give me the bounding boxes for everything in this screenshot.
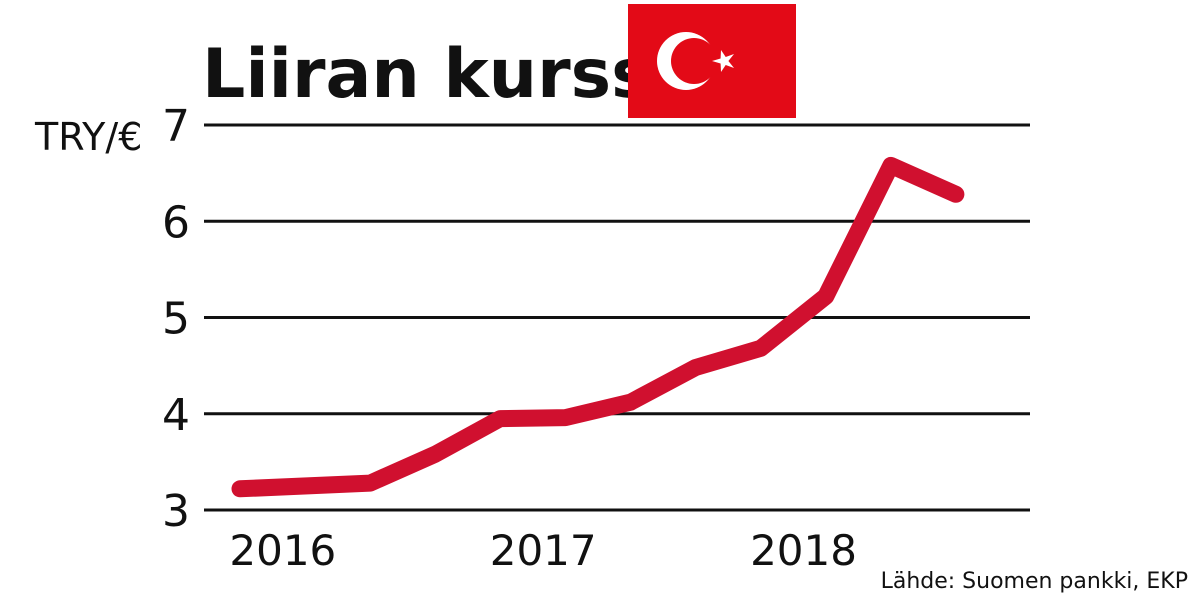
flag-crescent-inner	[671, 38, 717, 84]
y-tick-labels: 3 4 5 6 7	[162, 101, 190, 537]
y-tick-label-4: 4	[162, 390, 190, 441]
series-line-0	[231, 156, 965, 498]
y-axis-label: TRY/€	[34, 115, 142, 159]
x-tick-label-2017: 2017	[490, 526, 597, 575]
source-note: Lähde: Suomen pankki, EKP	[881, 569, 1188, 594]
x-tick-labels: 2016 2017 2018	[229, 526, 857, 575]
series-layer	[231, 156, 965, 498]
y-tick-label-6: 6	[162, 197, 190, 248]
flag-star-icon	[712, 50, 734, 72]
x-tick-label-2018: 2018	[750, 526, 857, 575]
turkey-flag	[628, 4, 796, 118]
x-tick-label-2016: 2016	[229, 526, 336, 575]
gridlines	[204, 123, 1030, 512]
y-tick-label-3: 3	[162, 486, 190, 537]
chart-title: Liiran kurssi	[202, 35, 675, 114]
y-tick-label-7: 7	[162, 101, 190, 152]
y-tick-label-5: 5	[162, 294, 190, 345]
